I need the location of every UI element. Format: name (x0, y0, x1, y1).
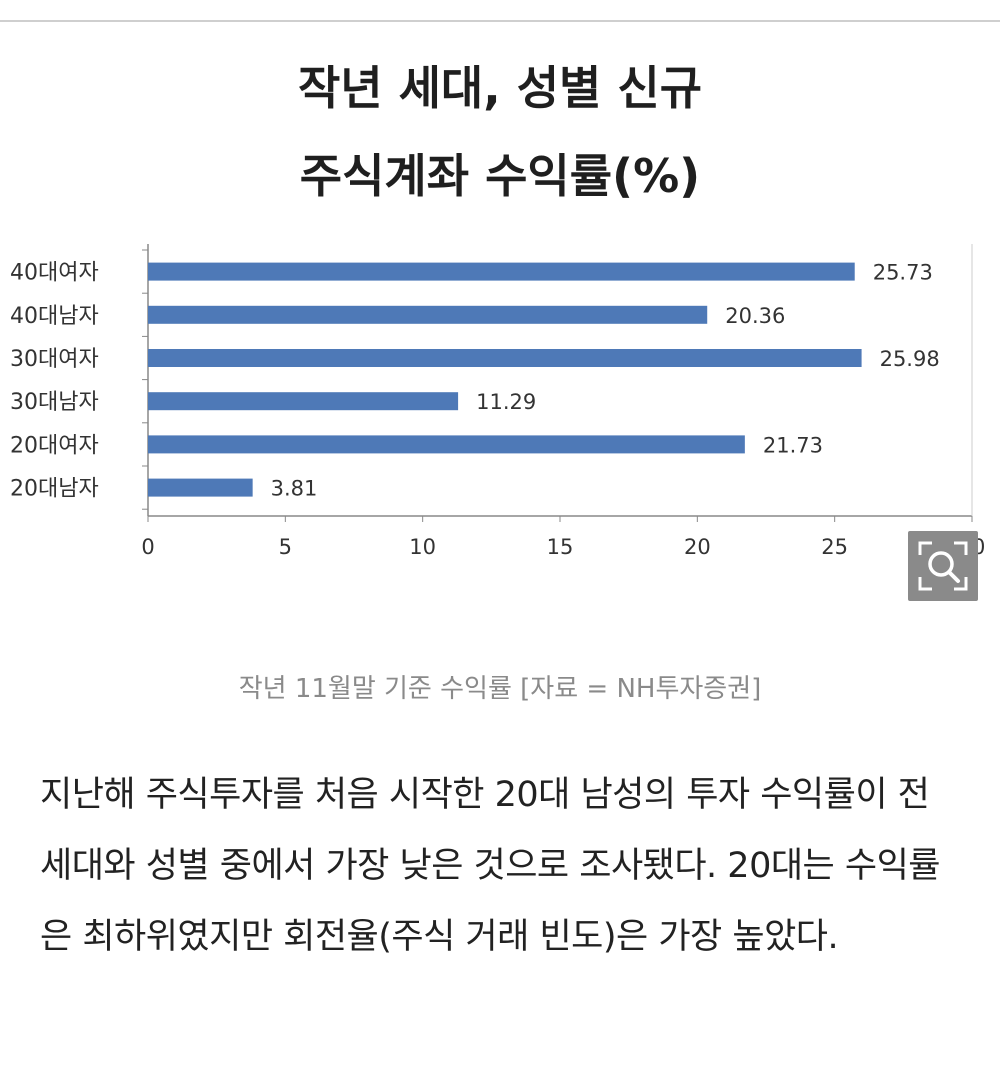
chart-title-line1: 작년 세대, 성별 신규 (297, 61, 703, 115)
zoom-icon (918, 541, 968, 591)
top-divider (0, 20, 1000, 22)
value-label: 21.73 (763, 433, 823, 457)
value-label: 11.29 (476, 390, 536, 414)
image-caption: 작년 11월말 기준 수익률 [자료 = NH투자증권] (238, 674, 762, 704)
value-label: 20.36 (725, 304, 785, 328)
bar (148, 305, 708, 324)
bar (148, 262, 855, 281)
bar (148, 392, 459, 411)
category-label: 40대여자 (10, 261, 99, 286)
bar (148, 478, 253, 497)
category-label: 40대남자 (10, 304, 99, 329)
x-tick-label: 5 (279, 535, 292, 559)
bar-chart: 05101520253040대여자25.7340대남자20.3630대여자25.… (10, 244, 985, 559)
value-label: 25.73 (873, 261, 933, 285)
x-tick-label: 20 (684, 535, 711, 559)
category-label: 30대여자 (10, 347, 99, 372)
chart-title-line2: 주식계좌 수익률(%) (299, 149, 701, 203)
value-label: 3.81 (271, 477, 318, 501)
x-tick-label: 0 (141, 535, 154, 559)
category-label: 20대남자 (10, 477, 99, 502)
zoom-button[interactable] (908, 531, 978, 601)
x-tick-label: 25 (821, 535, 848, 559)
article-body: 지난해 주식투자를 처음 시작한 20대 남성의 투자 수익률이 전 세대와 성… (40, 775, 940, 957)
category-label: 20대여자 (10, 433, 99, 458)
category-label: 30대남자 (10, 390, 99, 415)
bar (148, 349, 862, 367)
x-tick-label: 15 (547, 535, 574, 559)
x-tick-label: 10 (409, 535, 436, 559)
bar (148, 435, 745, 454)
value-label: 25.98 (880, 347, 940, 371)
